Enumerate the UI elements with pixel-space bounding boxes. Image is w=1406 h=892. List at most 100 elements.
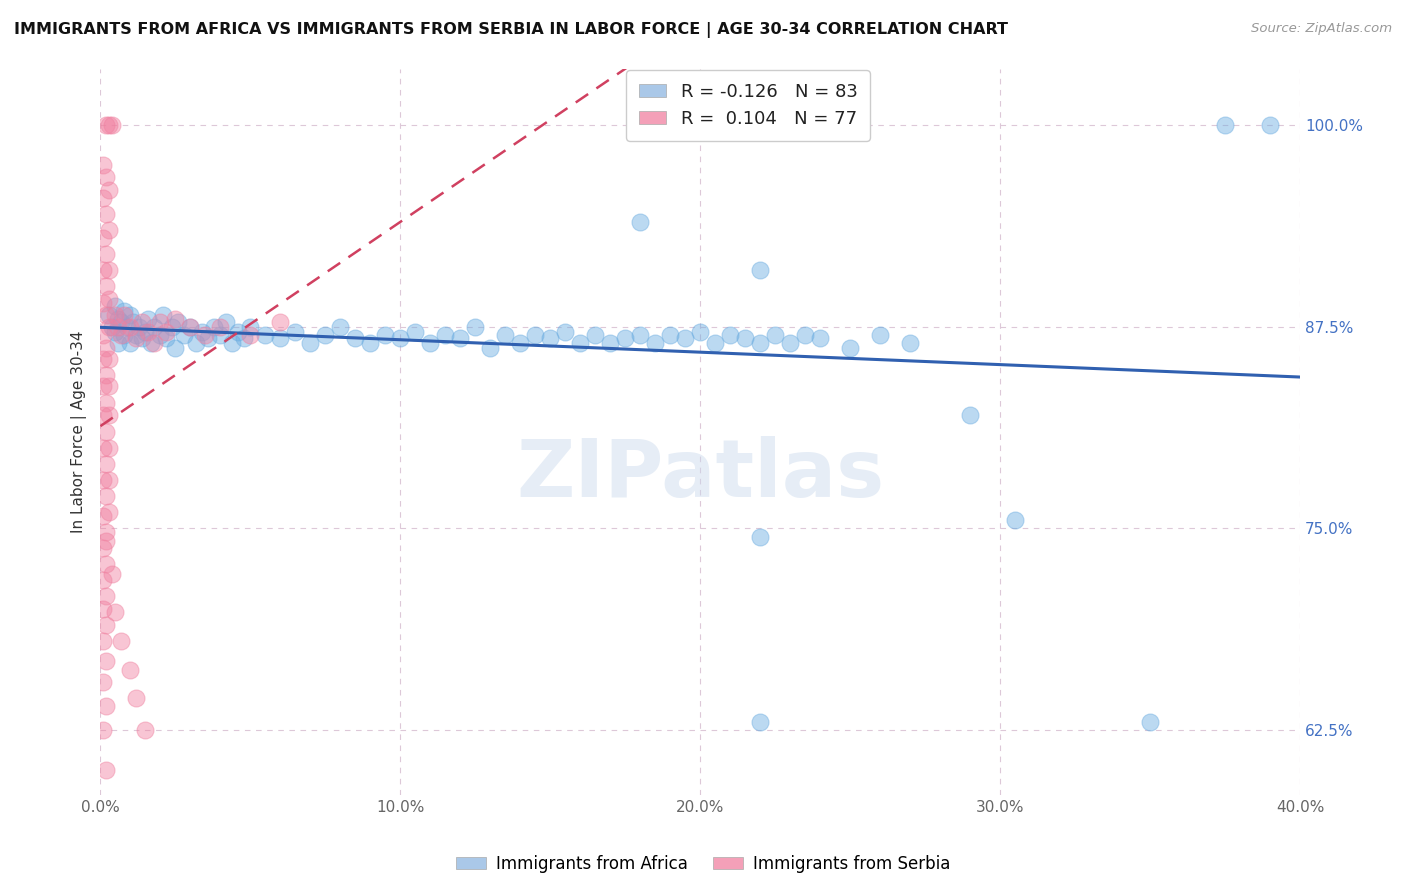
- Y-axis label: In Labor Force | Age 30-34: In Labor Force | Age 30-34: [72, 330, 87, 533]
- Point: [96, 247, 118, 261]
- Point: [583, 327, 606, 342]
- Point: [98, 441, 121, 455]
- Point: [96, 169, 118, 184]
- Point: [269, 331, 291, 345]
- Point: [96, 618, 118, 632]
- Point: [122, 315, 145, 329]
- Point: [112, 303, 135, 318]
- Point: [186, 335, 208, 350]
- Point: [134, 325, 156, 339]
- Point: [107, 335, 129, 350]
- Point: [228, 325, 250, 339]
- Point: [673, 331, 696, 345]
- Point: [628, 215, 651, 229]
- Point: [93, 231, 115, 245]
- Point: [149, 315, 172, 329]
- Point: [128, 319, 150, 334]
- Point: [125, 327, 148, 342]
- Point: [143, 335, 166, 350]
- Point: [808, 331, 831, 345]
- Point: [93, 379, 115, 393]
- Point: [464, 319, 486, 334]
- Point: [93, 441, 115, 455]
- Point: [659, 327, 682, 342]
- Point: [152, 309, 174, 323]
- Point: [167, 315, 190, 329]
- Point: [101, 319, 124, 334]
- Point: [110, 327, 132, 342]
- Point: [117, 319, 139, 334]
- Point: [93, 602, 115, 616]
- Point: [165, 311, 187, 326]
- Point: [404, 325, 426, 339]
- Point: [165, 341, 187, 355]
- Point: [329, 319, 352, 334]
- Point: [104, 325, 127, 339]
- Point: [134, 723, 156, 738]
- Point: [93, 263, 115, 277]
- Point: [494, 327, 516, 342]
- Point: [98, 351, 121, 366]
- Point: [162, 319, 184, 334]
- Point: [344, 331, 367, 345]
- Point: [599, 335, 621, 350]
- Point: [112, 327, 135, 342]
- Point: [314, 327, 336, 342]
- Point: [734, 331, 756, 345]
- Point: [96, 425, 118, 439]
- Point: [374, 327, 396, 342]
- Point: [479, 341, 502, 355]
- Point: [173, 327, 195, 342]
- Point: [120, 335, 142, 350]
- Point: [98, 309, 121, 323]
- Point: [107, 319, 129, 334]
- Point: [96, 118, 118, 132]
- Point: [359, 335, 381, 350]
- Point: [869, 327, 891, 342]
- Point: [749, 263, 772, 277]
- Point: [98, 293, 121, 307]
- Point: [1004, 513, 1026, 527]
- Point: [749, 335, 772, 350]
- Point: [614, 331, 637, 345]
- Point: [749, 715, 772, 730]
- Point: [96, 764, 118, 778]
- Point: [143, 319, 166, 334]
- Point: [419, 335, 441, 350]
- Text: Source: ZipAtlas.com: Source: ZipAtlas.com: [1251, 22, 1392, 36]
- Point: [125, 331, 148, 345]
- Point: [269, 315, 291, 329]
- Point: [131, 315, 153, 329]
- Point: [239, 327, 262, 342]
- Point: [110, 634, 132, 648]
- Text: IMMIGRANTS FROM AFRICA VS IMMIGRANTS FROM SERBIA IN LABOR FORCE | AGE 30-34 CORR: IMMIGRANTS FROM AFRICA VS IMMIGRANTS FRO…: [14, 22, 1008, 38]
- Point: [194, 327, 217, 342]
- Point: [93, 508, 115, 523]
- Point: [131, 331, 153, 345]
- Point: [434, 327, 457, 342]
- Point: [96, 524, 118, 539]
- Point: [93, 351, 115, 366]
- Point: [93, 158, 115, 172]
- Point: [155, 325, 177, 339]
- Point: [538, 331, 561, 345]
- Legend: Immigrants from Africa, Immigrants from Serbia: Immigrants from Africa, Immigrants from …: [449, 848, 957, 880]
- Point: [149, 327, 172, 342]
- Point: [704, 335, 727, 350]
- Point: [120, 664, 142, 678]
- Point: [1213, 118, 1236, 132]
- Point: [98, 319, 121, 334]
- Point: [93, 409, 115, 423]
- Point: [524, 327, 547, 342]
- Point: [104, 605, 127, 619]
- Point: [179, 319, 201, 334]
- Point: [718, 327, 741, 342]
- Point: [215, 315, 238, 329]
- Point: [93, 674, 115, 689]
- Point: [120, 319, 142, 334]
- Point: [96, 534, 118, 549]
- Point: [233, 331, 256, 345]
- Point: [569, 335, 592, 350]
- Point: [96, 698, 118, 713]
- Point: [98, 118, 121, 132]
